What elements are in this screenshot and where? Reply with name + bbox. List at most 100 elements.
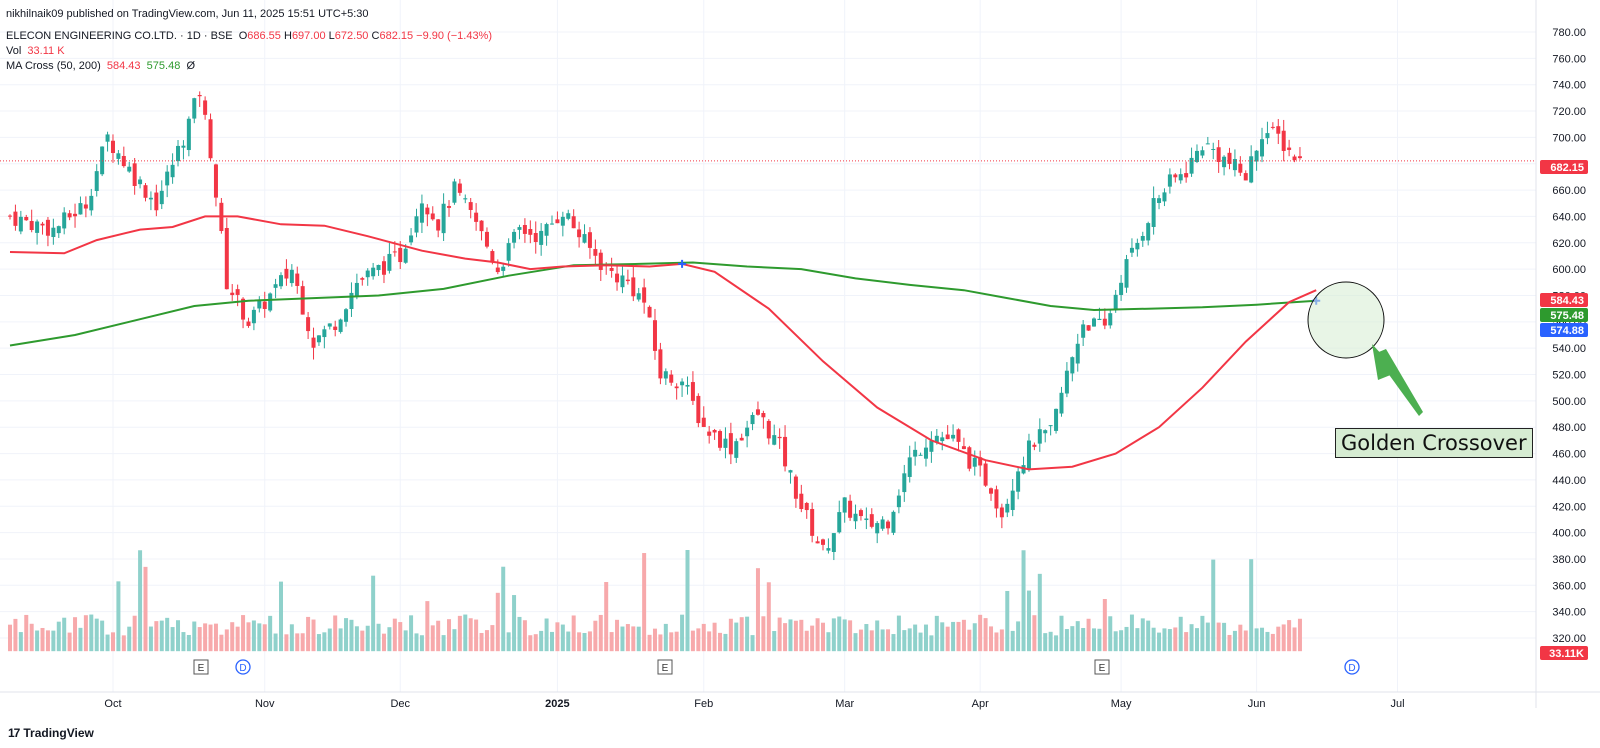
volume-bar [349, 619, 354, 652]
ma-legend[interactable]: MA Cross (50, 200) 584.43 575.48 Ø [6, 60, 196, 72]
candle-body [62, 212, 67, 229]
price-tick-9: 500.00 [1552, 396, 1586, 408]
candle-body [745, 427, 750, 437]
candle-body [51, 227, 56, 238]
candle-body [1054, 408, 1059, 431]
volume-bar [1016, 621, 1021, 652]
candle-body [1064, 370, 1069, 394]
volume-bar [999, 629, 1004, 652]
volume-bar [723, 633, 728, 652]
volume-bar [1227, 634, 1232, 652]
volume-bar [571, 615, 576, 652]
volume-bar [501, 566, 506, 652]
candle-body [376, 264, 381, 271]
volume-bar [918, 632, 923, 652]
candle-body [1124, 259, 1129, 288]
volume-bar [138, 550, 143, 652]
volume-bar [127, 626, 132, 652]
volume-bar [718, 632, 723, 652]
cross-marker-1 [678, 259, 687, 268]
symbol-legend[interactable]: ELECON ENGINEERING CO.LTD. · 1D · BSE O6… [6, 30, 493, 42]
volume-bar [539, 630, 544, 652]
candle-body [837, 512, 842, 533]
candle-body [707, 431, 712, 436]
volume-bar [235, 626, 240, 652]
candle-body [560, 216, 565, 226]
candle-body [522, 224, 527, 234]
volume-bar [94, 618, 99, 652]
candle-body [1162, 192, 1167, 202]
volume-bar [674, 631, 679, 652]
volume-bar [1249, 559, 1254, 652]
candle-body [40, 223, 45, 226]
volume-bar [8, 624, 12, 652]
interval: 1D [186, 30, 201, 42]
volume-bar [322, 632, 327, 652]
volume-bar [1173, 627, 1178, 652]
volume-bar [1097, 628, 1102, 652]
candle-body [132, 163, 137, 186]
volume-bar [197, 627, 202, 652]
volume-bar [788, 619, 793, 652]
candle-body [615, 273, 620, 283]
candle-body [598, 252, 603, 270]
volume-bar [1162, 628, 1167, 652]
volume-bar [707, 631, 712, 652]
volume-bar [658, 634, 663, 652]
price-tick-19: 700.00 [1552, 132, 1586, 144]
candle-body [387, 253, 392, 271]
symbol-name: ELECON ENGINEERING CO.LTD. [6, 30, 177, 42]
candle-body [1276, 126, 1281, 134]
price-badge-label: 575.48 [1550, 310, 1584, 322]
candle-body [8, 215, 12, 217]
candle-body [1173, 174, 1178, 178]
price-tick-23: 780.00 [1552, 27, 1586, 39]
price-tick-4: 400.00 [1552, 528, 1586, 540]
volume-bar [615, 619, 620, 652]
candle-body [279, 275, 283, 287]
time-label-2: Dec [390, 698, 410, 710]
volume-bar [1010, 630, 1015, 652]
volume-bar [479, 632, 484, 652]
volume-bar [1092, 628, 1096, 652]
volume-bar [468, 618, 473, 652]
volume-bar [257, 623, 262, 652]
candle-body [983, 463, 988, 486]
volume-legend[interactable]: Vol 33.11 K [6, 45, 65, 57]
candle-body [1238, 163, 1243, 173]
candle-body [468, 202, 473, 210]
volume-bar [306, 616, 311, 652]
candle-body [945, 434, 950, 440]
candle-body [734, 441, 739, 458]
volume-bar [940, 622, 945, 652]
candle-body [1211, 148, 1216, 150]
candle-body [213, 164, 218, 198]
volume-bar [772, 631, 777, 652]
candle-body [1140, 236, 1145, 241]
candle-body [528, 229, 533, 235]
volume-bar [669, 632, 674, 652]
volume-bar [311, 619, 316, 652]
candle-body [658, 349, 663, 379]
candle-body [913, 449, 918, 457]
volume-bar [761, 616, 766, 652]
candle-body [154, 192, 159, 211]
candle-body [766, 420, 771, 439]
volume-bar [154, 621, 159, 652]
volume-bar [327, 628, 332, 652]
candle-body [403, 248, 408, 263]
candle-body [875, 523, 880, 534]
candle-body [1184, 173, 1189, 178]
earnings-marker [193, 659, 209, 675]
change-value: −9.90 (−1.43%) [416, 30, 493, 42]
candle-body [934, 435, 939, 443]
ma50-line [9, 215, 1317, 471]
candle-body [550, 223, 554, 225]
candle-body [268, 293, 273, 311]
volume-bar [425, 601, 430, 652]
candle-body [1032, 444, 1037, 447]
candle-body [246, 321, 251, 326]
volume-bar [1064, 629, 1069, 652]
volume-bar [620, 626, 625, 652]
